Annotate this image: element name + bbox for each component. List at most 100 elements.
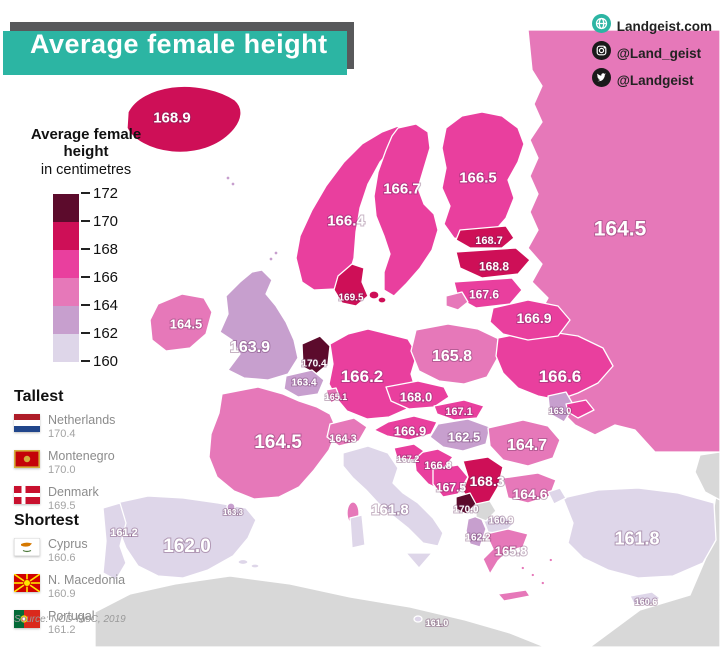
instagram-handle: @Land_geist	[616, 45, 702, 61]
country-cy	[629, 591, 661, 607]
legend: Average female height in centimetres 172…	[6, 126, 166, 370]
country-lv	[455, 247, 531, 279]
cy-flag-icon	[14, 538, 40, 556]
tallest-entry: Montenegro 170.0	[14, 449, 154, 477]
map-label-at: 166.9	[394, 424, 427, 439]
landmass-aegean-4	[548, 557, 554, 563]
legend-swatch	[53, 333, 79, 362]
legend-swatch	[53, 221, 79, 250]
legend-tick: 160	[81, 353, 118, 370]
country-pl	[410, 323, 500, 385]
title-banner: Average female height	[3, 22, 354, 75]
map-label-fi: 166.5	[459, 169, 497, 186]
map-label-tr: 161.8	[614, 528, 659, 548]
landmass-euro-turkey	[547, 487, 567, 505]
twitter-handle: @Landgeist	[616, 72, 694, 88]
country-be	[283, 369, 325, 398]
legend-tick: 172	[81, 185, 118, 202]
legend-swatch	[53, 277, 79, 306]
country-se	[373, 123, 439, 297]
map-label-sk: 167.1	[445, 406, 473, 418]
map-label-gr: 165.8	[495, 544, 528, 559]
website-handle: Landgeist.com	[616, 18, 712, 34]
country-tr	[562, 487, 717, 579]
shortest-heading: Shortest	[14, 512, 79, 529]
map-label-ru: 164.5	[594, 218, 647, 241]
map-label-lv: 168.8	[479, 259, 509, 273]
twitter-link[interactable]: @Landgeist	[591, 68, 712, 92]
map-label-ad: 163.3	[223, 508, 244, 517]
instagram-link[interactable]: @Land_geist	[591, 41, 712, 65]
twitter-icon	[591, 68, 611, 92]
map-label-no: 166.4	[327, 212, 365, 229]
legend-tick: 162	[81, 325, 118, 342]
website-link[interactable]: Landgeist.com	[591, 14, 712, 38]
landmass-faroe-2	[230, 181, 236, 187]
legend-tick: 168	[81, 241, 118, 258]
legend-swatch	[53, 305, 79, 334]
country-fi	[441, 111, 525, 243]
map-label-ee: 168.7	[475, 235, 503, 247]
country-me	[455, 492, 477, 515]
country-value: 160.9	[48, 587, 76, 600]
social-links: Landgeist.com @Land_geist @Landgeist	[591, 14, 712, 92]
landmass-shetland-1	[268, 256, 274, 262]
landmass-aegean-3	[540, 580, 546, 586]
country-sk	[433, 399, 485, 421]
country-name: Netherlands	[48, 413, 116, 427]
country-ad	[226, 502, 236, 512]
country-hu	[429, 418, 491, 452]
page-title: Average female height	[30, 29, 328, 59]
country-name: N. Macedonia	[48, 572, 126, 587]
map-label-fr: 164.5	[254, 432, 302, 453]
landmass-kosovo	[475, 500, 497, 522]
country-fr	[208, 386, 338, 500]
country-ro	[487, 419, 561, 467]
landmass-kaliningrad	[445, 291, 469, 311]
country-md	[547, 391, 575, 423]
me-flag-icon	[14, 449, 40, 468]
landmass-dk-island-1	[368, 290, 380, 300]
country-ee	[455, 225, 515, 249]
country-lu	[325, 387, 341, 404]
map-label-is: 168.9	[153, 109, 191, 126]
map-label-md: 163.0	[549, 406, 572, 416]
map-label-ch: 164.3	[329, 433, 357, 445]
map-label-me: 170.0	[453, 505, 478, 516]
map-label-mk: 160.9	[488, 516, 513, 527]
country-gr	[482, 528, 529, 575]
country-it	[342, 445, 444, 547]
country-name: Portugal	[48, 608, 95, 623]
country-mt	[413, 615, 423, 623]
map-label-hr: 166.8	[424, 460, 452, 472]
map-label-si: 167.2	[397, 454, 420, 464]
country-value: 161.2	[48, 623, 76, 636]
shortest-entry: N. Macedonia 160.9	[14, 572, 154, 601]
country-ie	[149, 293, 213, 352]
map-label-lt: 167.6	[469, 287, 499, 301]
tallest-entry: Denmark 169.5	[14, 484, 154, 513]
mk-flag-icon	[14, 573, 40, 592]
map-label-rs: 168.3	[469, 473, 504, 489]
legend-tick: 164	[81, 297, 118, 314]
tallest-list: Tallest Netherlands 170.4 Montenegro 170.0 D…	[14, 388, 154, 522]
source-note: Source: NCD-RisC, 2019	[14, 614, 126, 625]
shortest-entry: Cyprus 160.6	[14, 537, 154, 565]
tallest-entry: Netherlands 170.4	[14, 413, 154, 441]
landmass-caucasus	[694, 451, 720, 501]
map-label-al: 162.2	[465, 533, 490, 544]
country-name: Cyprus	[48, 537, 88, 551]
map-label-bg: 164.6	[512, 486, 547, 502]
landmass-shetland-2	[273, 250, 279, 256]
country-si	[393, 443, 425, 461]
landmass-balearic-2	[250, 563, 260, 569]
map-label-se: 166.7	[383, 180, 421, 197]
country-name: Denmark	[48, 484, 99, 499]
map-label-it: 161.8	[371, 501, 409, 518]
map-label-lu: 165.1	[325, 392, 348, 402]
landmass-aegean-2	[530, 572, 536, 578]
landmass-balearic-1	[237, 558, 249, 566]
country-gb	[219, 269, 299, 381]
